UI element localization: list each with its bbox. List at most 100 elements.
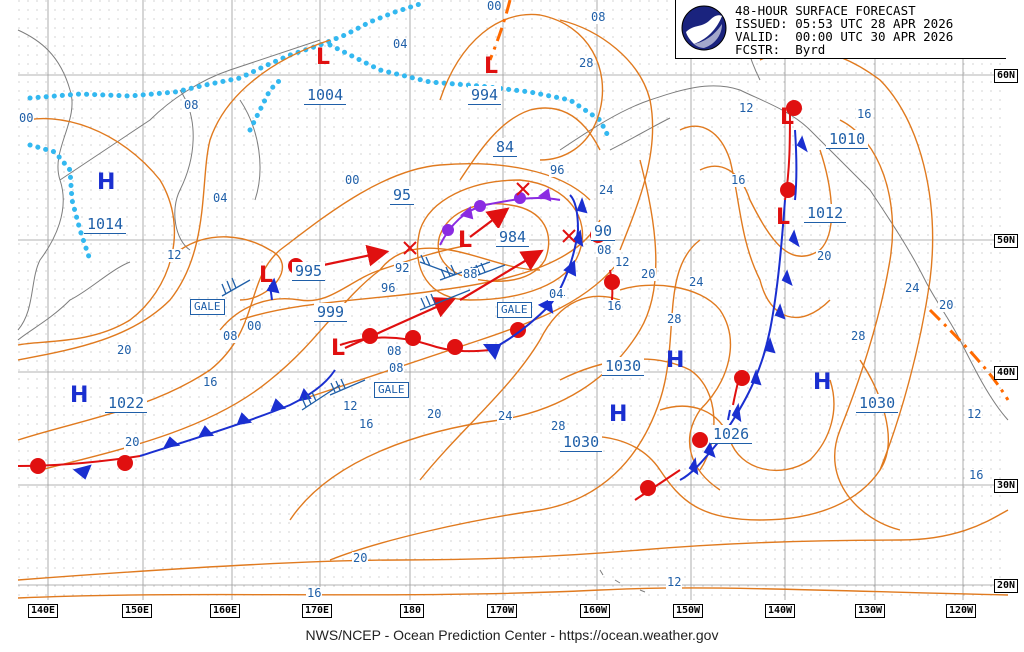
- longitude-label: 180: [400, 604, 425, 618]
- isobar-label: 00: [18, 111, 35, 125]
- isobar-label: 12: [966, 407, 983, 421]
- isobar-label: 28: [850, 329, 867, 343]
- low-pressure-value: 1010: [826, 130, 869, 149]
- longitude-label: 120W: [946, 604, 977, 618]
- isobar-label: 20: [116, 343, 133, 357]
- pressure-value-label: 95: [390, 186, 415, 205]
- isobar-label: 00: [344, 173, 361, 187]
- isobar-label: 20: [124, 435, 141, 449]
- high-pressure-symbol: H: [666, 348, 685, 373]
- high-pressure-symbol: H: [97, 170, 116, 195]
- high-pressure-symbol: H: [813, 370, 832, 395]
- longitude-label: 150W: [673, 604, 704, 618]
- background-dot-grid: [18, 0, 1008, 600]
- forecaster: FCSTR: Byrd: [735, 42, 826, 57]
- isobar-label: 96: [380, 281, 397, 295]
- forecast-title: 48-HOUR SURFACE FORECAST: [735, 3, 916, 18]
- longitude-label: 160W: [580, 604, 611, 618]
- high-pressure-value: 1022: [105, 394, 148, 413]
- low-pressure-symbol: L: [331, 336, 346, 361]
- isobar-label: 12: [614, 255, 631, 269]
- high-pressure-value: 1030: [560, 433, 603, 452]
- latitude-label: 50N: [993, 234, 1018, 248]
- isobar-label: 16: [202, 375, 219, 389]
- isobar-label: 20: [640, 267, 657, 281]
- high-pressure-value: 1014: [84, 215, 127, 234]
- isobar-label: 08: [388, 361, 405, 375]
- isobar-label: 16: [730, 173, 747, 187]
- isobar-label: 92: [394, 261, 411, 275]
- high-pressure-symbol: H: [609, 402, 628, 427]
- isobar-label: 12: [342, 399, 359, 413]
- gale-warning-label: GALE: [374, 382, 409, 398]
- noaa-logo-icon: [681, 5, 727, 51]
- forecast-header-panel: [675, 0, 1006, 59]
- latitude-label: 20N: [993, 579, 1018, 593]
- latitude-label: 60N: [993, 69, 1018, 83]
- valid-time: VALID: 00:00 UTC 30 APR 2026: [735, 29, 954, 44]
- low-pressure-value: 1026: [710, 425, 753, 444]
- isobar-label: 24: [598, 183, 615, 197]
- isobar-label: 96: [549, 163, 566, 177]
- low-pressure-symbol: L: [780, 105, 795, 130]
- high-pressure-value: 1030: [602, 357, 645, 376]
- issued-time: ISSUED: 05:53 UTC 28 APR 2026: [735, 16, 954, 31]
- isobar-label: 00: [246, 319, 263, 333]
- isobar-label: 16: [606, 299, 623, 313]
- isobar-label: 20: [816, 249, 833, 263]
- longitude-label: 130W: [855, 604, 886, 618]
- low-pressure-symbol: L: [484, 54, 499, 79]
- longitude-label: 140W: [765, 604, 796, 618]
- coastlines: [17, 0, 1009, 593]
- isobar-label: 24: [497, 409, 514, 423]
- low-pressure-value: 1012: [804, 204, 847, 223]
- isobar-label: 88: [462, 267, 479, 281]
- longitude-label: 150E: [122, 604, 153, 618]
- low-pressure-symbol: L: [316, 45, 331, 70]
- isobar-label: 28: [578, 56, 595, 70]
- low-pressure-value: 1004: [304, 86, 347, 105]
- high-pressure-symbol: H: [70, 383, 89, 408]
- latitude-label: 40N: [993, 366, 1018, 380]
- low-pressure-symbol: L: [776, 205, 791, 230]
- isobar-label: 08: [386, 344, 403, 358]
- credit-line: NWS/NCEP - Ocean Prediction Center - htt…: [305, 627, 719, 643]
- cold-fronts: [72, 129, 808, 481]
- pressure-value-label: 84: [493, 138, 518, 157]
- high-pressure-value: 1030: [856, 394, 899, 413]
- isobar-label: 24: [688, 275, 705, 289]
- isobar-label: 12: [166, 248, 183, 262]
- isobar-label: 16: [856, 107, 873, 121]
- occluded-front: [439, 188, 561, 246]
- isobar-label: 28: [550, 419, 567, 433]
- low-pressure-value: 995: [292, 262, 326, 281]
- low-pressure-symbol: L: [458, 228, 473, 253]
- longitude-label: 140E: [28, 604, 59, 618]
- isobar-label: 16: [968, 468, 985, 482]
- longitude-label: 170E: [302, 604, 333, 618]
- isobar-label: 24: [904, 281, 921, 295]
- isobar-label: 20: [426, 407, 443, 421]
- longitude-label: 170W: [487, 604, 518, 618]
- longitude-label: 160E: [210, 604, 241, 618]
- isobar-label: 16: [358, 417, 375, 431]
- isobar-label: 16: [306, 586, 323, 600]
- isobar-label: 20: [352, 551, 369, 565]
- lat-lon-grid: [18, 0, 1008, 600]
- gale-warning-label: GALE: [497, 302, 532, 318]
- isobar-label: 12: [666, 575, 683, 589]
- isobar-label: 20: [938, 298, 955, 312]
- isobar-label: 08: [183, 98, 200, 112]
- low-pressure-value: 999: [314, 303, 348, 322]
- isobar-label: 04: [548, 287, 565, 301]
- low-pressure-value: 994: [468, 86, 502, 105]
- isobar-label: 12: [738, 101, 755, 115]
- gale-warning-label: GALE: [190, 299, 225, 315]
- isobar-label: 04: [392, 37, 409, 51]
- forecast-positions: [403, 182, 576, 255]
- isobar-label: 04: [212, 191, 229, 205]
- isobar-label: 28: [666, 312, 683, 326]
- dissipating-front: [488, 0, 1010, 401]
- isobar-label: 08: [222, 329, 239, 343]
